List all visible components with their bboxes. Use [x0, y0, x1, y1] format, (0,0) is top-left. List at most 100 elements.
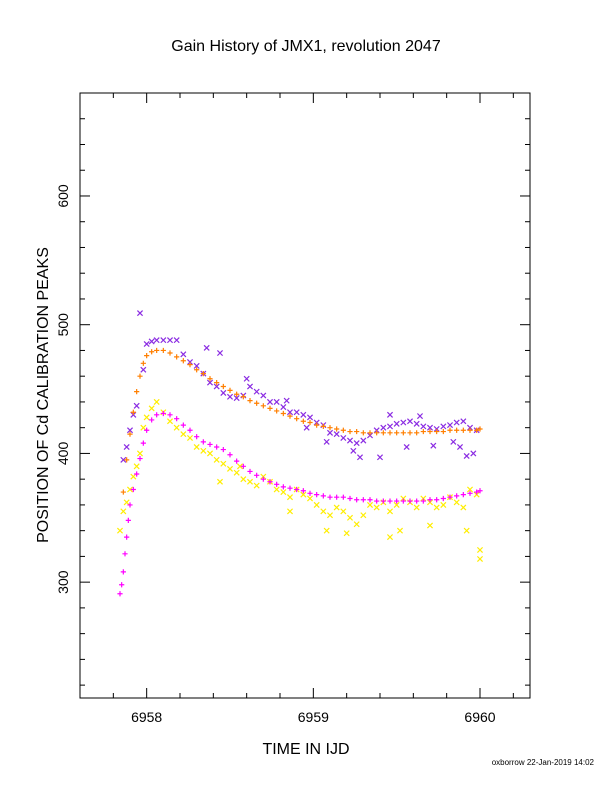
data-point [213, 456, 220, 463]
data-point [148, 338, 155, 345]
data-point [124, 534, 130, 540]
data-point [394, 430, 400, 436]
data-point [246, 478, 254, 485]
data-point [374, 498, 380, 504]
data-point [323, 438, 330, 445]
data-point [136, 450, 144, 457]
data-point [133, 463, 140, 470]
data-point [240, 476, 247, 483]
data-point [140, 366, 147, 373]
data-point [406, 418, 414, 425]
data-point [206, 450, 214, 457]
data-point [380, 424, 387, 431]
data-point [117, 591, 123, 597]
data-point [123, 443, 130, 451]
data-point [306, 414, 314, 421]
data-point [120, 508, 127, 515]
data-point [247, 468, 253, 475]
data-point [303, 424, 310, 431]
data-point [200, 439, 206, 445]
data-point [160, 347, 166, 354]
x-tick-label: 6959 [298, 709, 329, 725]
data-point [426, 424, 434, 431]
data-point [207, 441, 213, 448]
data-point [236, 463, 244, 470]
data-point [294, 416, 300, 422]
data-point [333, 504, 340, 511]
data-point [286, 508, 294, 515]
data-point [376, 454, 384, 461]
data-point [460, 492, 466, 498]
data-point [440, 495, 446, 502]
data-point [254, 472, 260, 478]
data-point [143, 340, 150, 348]
data-point [387, 430, 393, 436]
data-point [367, 430, 373, 436]
data-point [300, 418, 306, 424]
data-point [149, 417, 155, 423]
data-point [360, 430, 366, 436]
data-point [327, 494, 333, 500]
data-point [174, 416, 180, 422]
data-point [340, 494, 346, 500]
data-point [153, 398, 160, 405]
data-point [396, 527, 404, 534]
data-point [234, 391, 240, 397]
data-point [414, 498, 420, 504]
y-tick-label: 500 [55, 313, 71, 337]
data-point [266, 398, 274, 405]
data-point [456, 443, 464, 451]
data-point [267, 479, 273, 485]
data-point [434, 497, 440, 503]
data-point [314, 492, 320, 498]
data-point [380, 498, 386, 504]
data-point [360, 437, 367, 444]
data-point [416, 413, 424, 420]
data-point [313, 501, 320, 508]
data-point [180, 351, 187, 358]
data-point [127, 431, 133, 437]
data-point [273, 486, 280, 493]
y-tick-label: 400 [55, 442, 71, 466]
data-point [430, 442, 437, 449]
data-point [307, 490, 313, 496]
data-marks [116, 310, 484, 597]
data-point [350, 447, 357, 454]
data-point [454, 493, 460, 499]
data-point [407, 430, 413, 436]
data-point [247, 398, 253, 404]
data-point [180, 358, 186, 364]
data-point [476, 546, 484, 553]
data-point [206, 379, 214, 386]
data-point [220, 389, 227, 396]
data-point [380, 430, 386, 436]
data-point [460, 418, 467, 425]
data-point [447, 427, 453, 433]
data-point [154, 347, 160, 354]
data-point [470, 450, 477, 457]
data-point [154, 412, 160, 418]
data-point [440, 501, 447, 508]
data-point [306, 495, 314, 502]
data-point [346, 437, 354, 444]
data-point [186, 434, 194, 442]
data-point [294, 486, 300, 493]
data-point [122, 551, 128, 557]
data-point [326, 512, 334, 519]
data-point [134, 471, 140, 477]
data-point [320, 508, 327, 515]
data-point [366, 501, 374, 508]
data-point [274, 408, 280, 414]
data-point [133, 402, 140, 409]
data-point [187, 362, 193, 368]
data-point [446, 422, 454, 429]
data-point [460, 427, 466, 433]
axis-ticks: 6958 6959 6960 300 400 500 600 [55, 92, 530, 725]
data-point [260, 476, 266, 482]
x-axis-label: TIME IN IJD [262, 741, 349, 758]
data-point [293, 409, 300, 416]
data-point [426, 522, 434, 529]
data-point [386, 423, 394, 430]
data-point [474, 427, 480, 433]
